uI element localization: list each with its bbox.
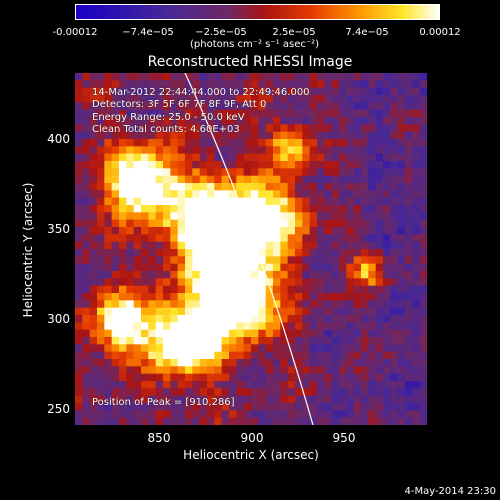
y-tick-label: 350 (47, 222, 70, 236)
colorbar-units: (photons cm⁻² s⁻¹ asec⁻²) (190, 39, 320, 50)
info-detectors: Detectors: 3F 5F 6F 7F 8F 9F, Att 0 (92, 99, 267, 110)
info-peak: Position of Peak = [910,286] (92, 397, 235, 408)
colorbar-tick: 0.00012 (419, 27, 461, 38)
y-tick-label: 250 (47, 402, 70, 416)
y-axis-label: Heliocentric Y (arcsec) (21, 182, 35, 318)
info-time: 14-Mar-2012 22:44:44.000 to 22:49:46.000 (92, 87, 310, 98)
info-energy: Energy Range: 25.0 - 50.0 keV (92, 112, 245, 123)
timestamp: 4-May-2014 23:30 (404, 486, 496, 497)
heatmap-plot[interactable] (75, 73, 427, 425)
x-axis-label: Heliocentric X (arcsec) (183, 448, 319, 462)
colorbar-tick: 7.4e−05 (345, 27, 389, 38)
x-tick-label: 850 (147, 431, 171, 445)
colorbar-tick: -0.00012 (52, 27, 98, 38)
solar-limb-line (184, 73, 314, 425)
colorbar-tick: 2.5e−05 (272, 27, 316, 38)
colorbar-tick: −2.5e−05 (195, 27, 247, 38)
y-tick-label: 400 (47, 132, 70, 146)
info-clean: Clean Total counts: 4.60E+03 (92, 124, 240, 135)
x-tick-label: 950 (332, 431, 356, 445)
y-tick-label: 300 (47, 312, 70, 326)
colorbar-tick: −7.4e−05 (122, 27, 174, 38)
colorbar (75, 4, 440, 20)
page-title: Reconstructed RHESSI Image (147, 54, 353, 70)
x-tick-label: 900 (240, 431, 264, 445)
heatmap-image (75, 73, 427, 425)
